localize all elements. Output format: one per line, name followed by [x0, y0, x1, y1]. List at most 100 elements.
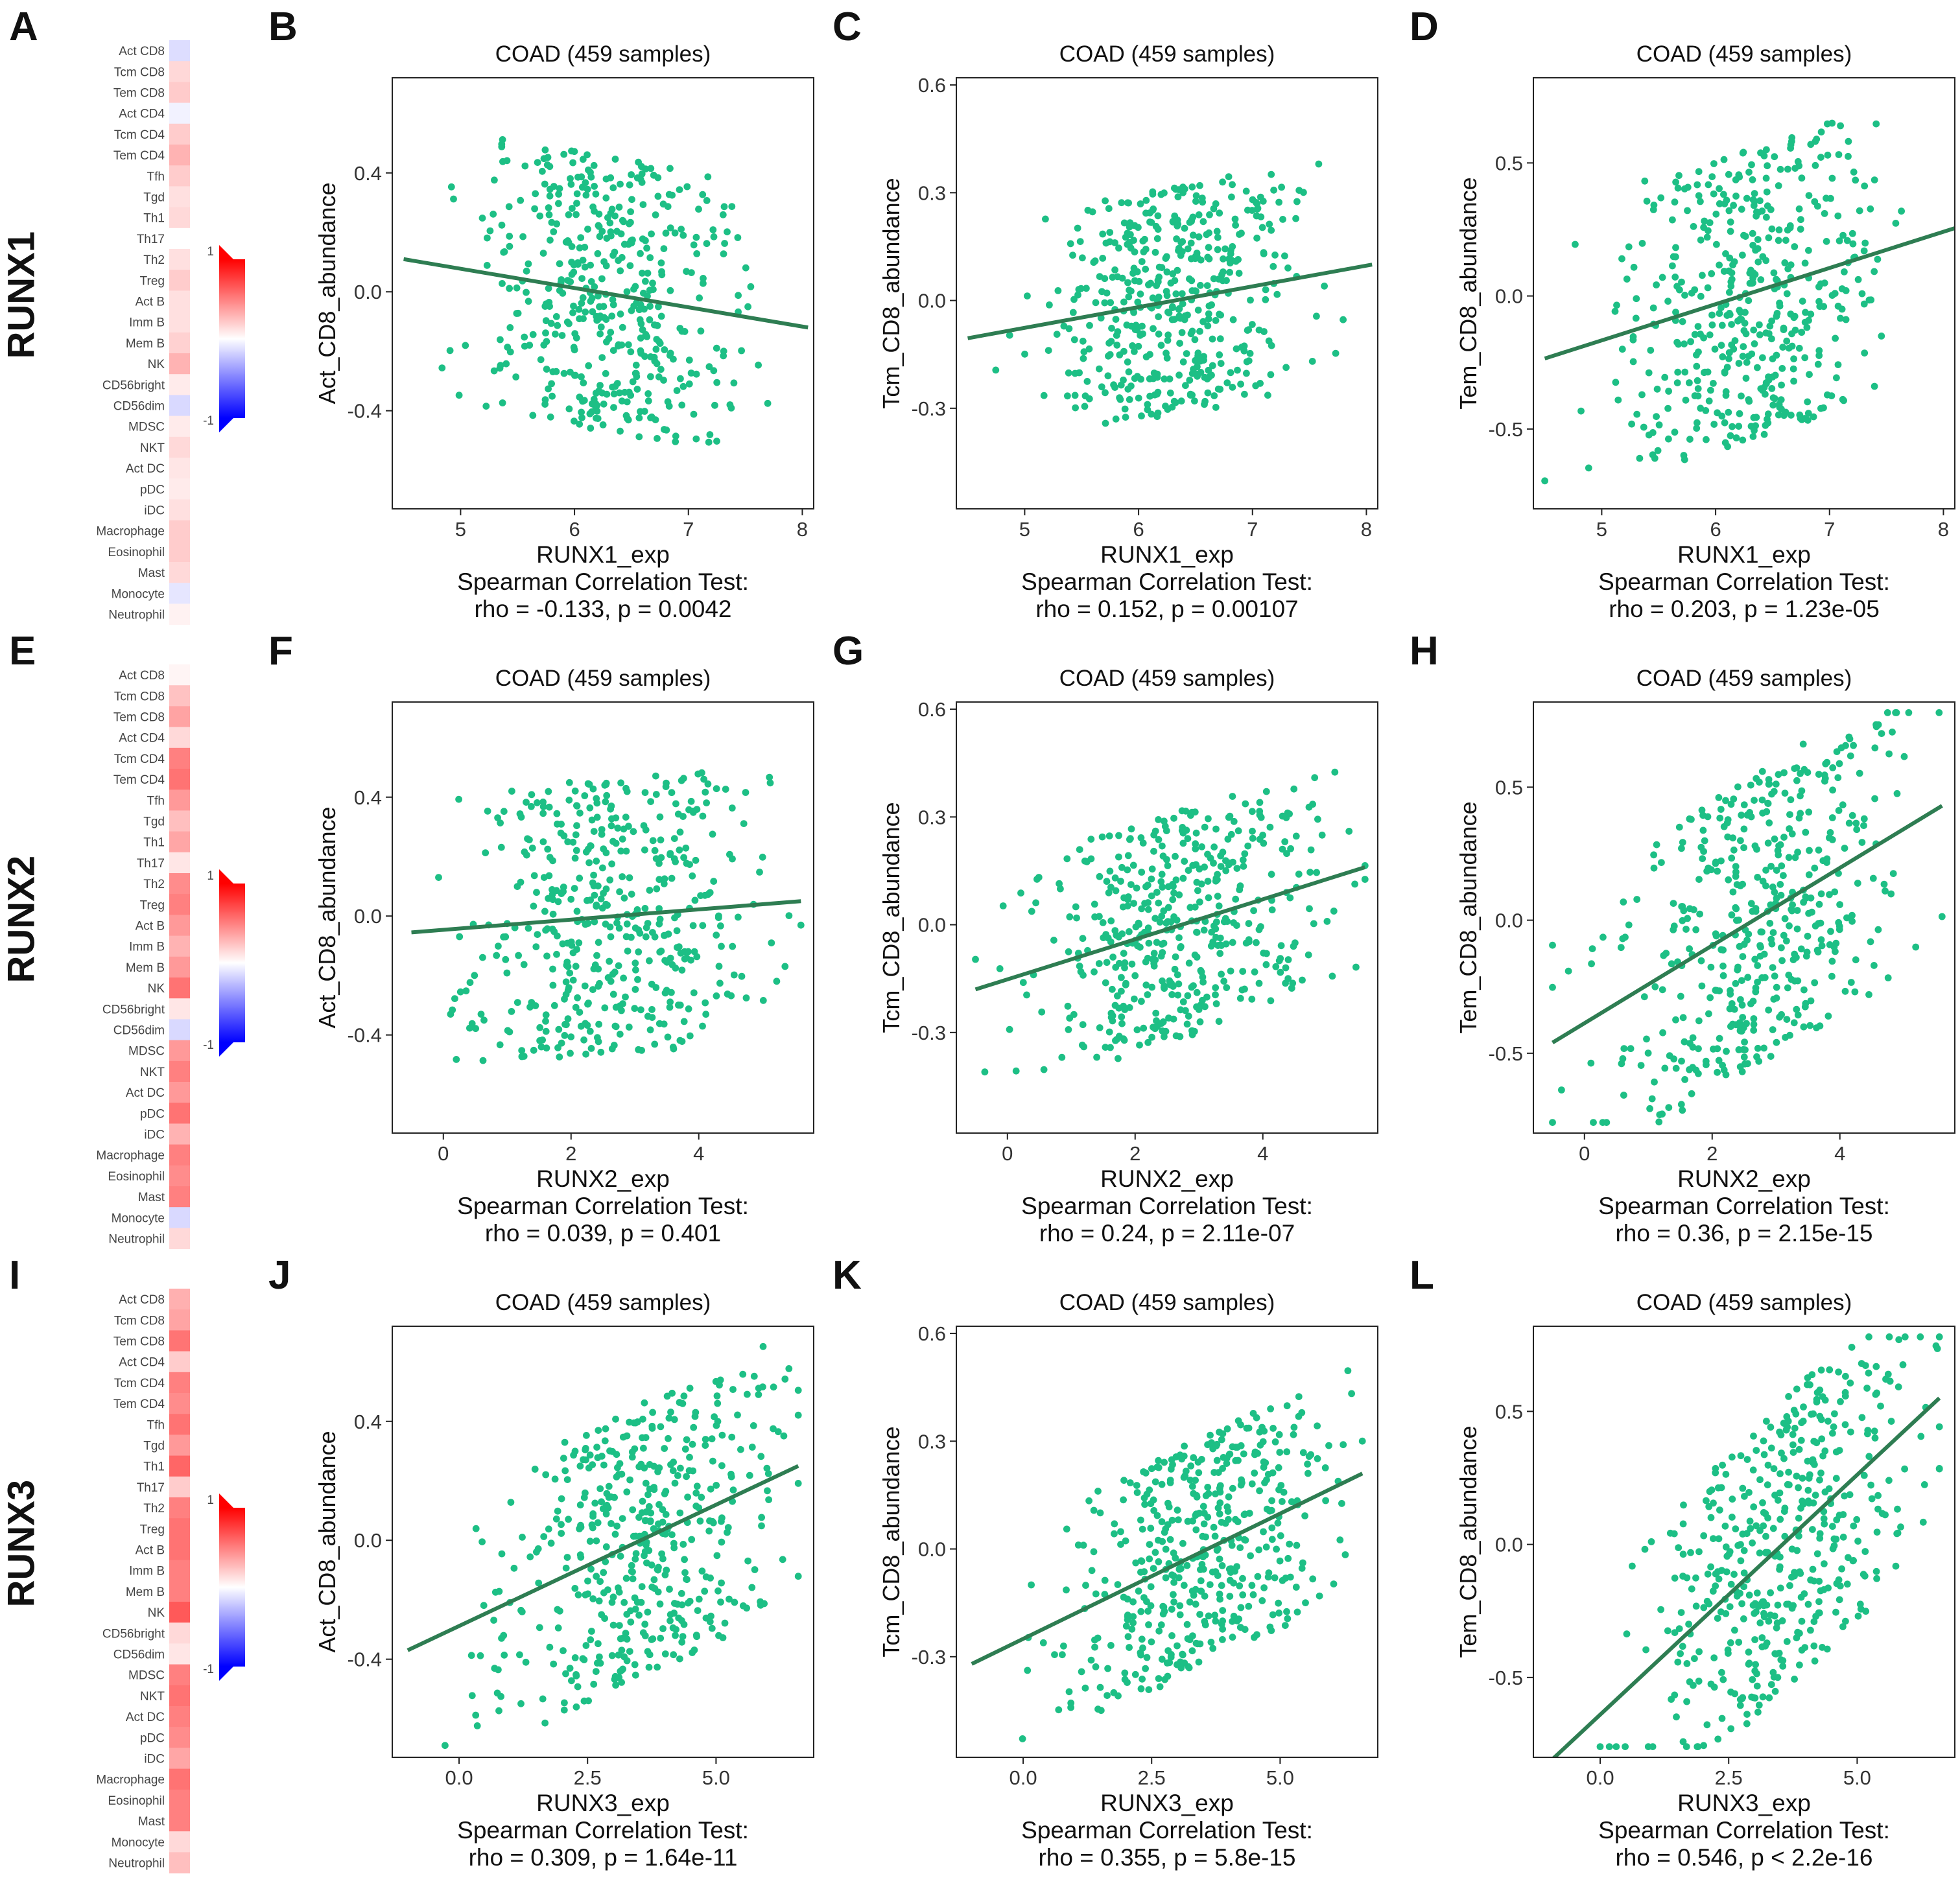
data-point — [569, 309, 576, 316]
data-point — [1236, 994, 1244, 1002]
data-point — [563, 961, 571, 969]
data-point — [526, 836, 533, 843]
data-point — [1716, 200, 1723, 207]
data-point — [1679, 1551, 1687, 1558]
data-point — [1295, 187, 1303, 194]
data-point — [661, 1445, 668, 1452]
heatmap-cell — [169, 61, 190, 82]
data-point — [1148, 1638, 1155, 1646]
data-point — [558, 1039, 565, 1047]
data-point — [584, 1590, 592, 1598]
data-point — [1826, 829, 1834, 836]
x-tick-label: 4 — [1257, 1142, 1268, 1165]
data-point — [539, 167, 546, 175]
data-point — [570, 302, 577, 310]
data-point — [615, 342, 622, 350]
scatter-plot: COAD (459 samples)0 2 4-0.40.00.4Act_CD8_a… — [314, 666, 814, 1247]
panel-letter: A — [9, 5, 38, 49]
data-point — [1821, 771, 1828, 779]
data-point — [1691, 331, 1699, 338]
data-point — [1632, 314, 1640, 322]
data-point — [1730, 1571, 1738, 1578]
data-point — [631, 1005, 639, 1013]
plot-title: COAD (459 samples) — [495, 666, 711, 691]
data-point — [655, 1464, 663, 1471]
data-point — [1887, 1418, 1895, 1425]
data-point — [1860, 1471, 1868, 1479]
data-point — [1672, 244, 1679, 252]
data-point — [1919, 1518, 1927, 1526]
x-tick-label: 5 — [1019, 518, 1030, 541]
data-point — [1821, 777, 1828, 785]
data-point — [1121, 1669, 1129, 1677]
data-point — [1184, 1517, 1192, 1525]
data-point — [685, 1005, 692, 1013]
data-point — [681, 1556, 688, 1563]
data-point — [608, 205, 616, 213]
data-point — [631, 1661, 639, 1668]
data-point — [1295, 1393, 1303, 1400]
heatmap-cell — [169, 894, 190, 915]
data-point — [1793, 1547, 1801, 1554]
data-point — [1067, 1704, 1074, 1711]
data-point — [1120, 950, 1128, 957]
color-scale-bar — [219, 259, 245, 418]
data-point — [1732, 176, 1740, 183]
data-point — [676, 1036, 684, 1044]
data-point — [1252, 382, 1260, 390]
data-point — [1102, 389, 1109, 397]
data-point — [1828, 814, 1836, 821]
data-point — [521, 162, 529, 170]
data-point — [1129, 342, 1136, 349]
data-point — [1835, 1368, 1842, 1376]
data-point — [1878, 730, 1885, 737]
data-point — [1841, 1492, 1848, 1500]
data-point — [1212, 1490, 1219, 1497]
data-point — [497, 843, 505, 851]
data-point — [472, 1025, 479, 1033]
data-point — [1821, 1560, 1828, 1567]
data-point — [1292, 1584, 1300, 1591]
data-point — [1200, 1565, 1207, 1573]
stat-result-label: rho = 0.152, p = 0.00107 — [1035, 596, 1298, 622]
data-point — [1090, 1548, 1098, 1556]
data-point — [598, 275, 606, 283]
data-point — [766, 773, 773, 781]
data-point — [666, 351, 674, 359]
data-point — [1739, 953, 1747, 961]
data-point — [655, 876, 663, 884]
data-point — [1070, 336, 1078, 344]
data-point — [1790, 355, 1797, 362]
data-point — [691, 1412, 699, 1420]
data-point — [544, 845, 552, 853]
data-point — [1163, 268, 1171, 275]
data-point — [1735, 1639, 1743, 1646]
data-point — [707, 1575, 714, 1582]
data-point — [1820, 1515, 1828, 1523]
data-point — [672, 800, 679, 808]
data-point — [1753, 775, 1760, 782]
data-point — [1107, 1642, 1115, 1649]
data-point — [1240, 345, 1247, 352]
x-axis-label: RUNX2_exp — [1100, 1165, 1234, 1192]
data-point — [1209, 1645, 1217, 1652]
data-point — [1776, 302, 1784, 310]
data-point — [1558, 1086, 1565, 1094]
data-point — [582, 191, 590, 199]
data-point — [623, 788, 631, 795]
data-point — [1241, 850, 1249, 858]
data-point — [646, 887, 654, 894]
data-point — [717, 1598, 724, 1606]
plot-title: COAD (459 samples) — [1059, 1290, 1275, 1315]
data-point — [500, 808, 508, 815]
data-point — [1038, 1008, 1046, 1016]
data-point — [1109, 985, 1116, 993]
data-point — [742, 789, 750, 796]
data-point — [1293, 198, 1301, 205]
data-point — [632, 966, 639, 974]
data-point — [1767, 1681, 1775, 1689]
data-point — [1681, 340, 1688, 347]
data-point — [1675, 172, 1683, 180]
data-point — [1151, 1478, 1159, 1486]
